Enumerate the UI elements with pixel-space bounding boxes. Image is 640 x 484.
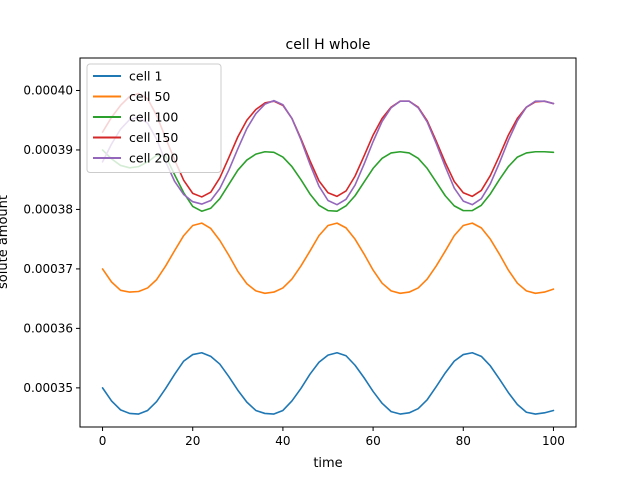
legend-label-cell-200: cell 200 — [129, 151, 178, 166]
legend-label-cell-50: cell 50 — [129, 89, 170, 104]
y-axis: 0.00035 0.00036 0.00037 0.00038 0.00039 0.000… — [23, 83, 80, 395]
series-line-cell-1 — [101, 351, 555, 415]
chart-title: cell H whole — [286, 37, 371, 53]
x-axis-label: time — [313, 456, 342, 471]
series-line-cell-200 — [101, 99, 555, 206]
legend-label-cell-1: cell 1 — [129, 69, 162, 84]
y-tick-label: 0.00035 — [23, 381, 73, 395]
x-tick-label: 40 — [275, 434, 290, 448]
y-tick-label: 0.00039 — [23, 143, 73, 157]
series-line-cell-100 — [101, 149, 555, 213]
legend: cell 1 cell 50 cell 100 cell 150 cell 200 — [86, 63, 222, 173]
y-tick-label: 0.00037 — [23, 262, 73, 276]
plot-frame — [79, 57, 577, 428]
legend-box — [86, 63, 222, 173]
y-tick-label: 0.00038 — [23, 202, 73, 216]
x-tick-label: 80 — [456, 434, 471, 448]
legend-label-cell-150: cell 150 — [129, 130, 178, 145]
x-tick-label: 20 — [185, 434, 200, 448]
x-tick-label: 0 — [99, 434, 107, 448]
x-tick-label: 60 — [365, 434, 380, 448]
y-tick-label: 0.00040 — [23, 83, 73, 97]
y-tick-label: 0.00036 — [23, 321, 73, 335]
legend-label-cell-100: cell 100 — [129, 110, 178, 125]
x-tick-label: 100 — [542, 434, 565, 448]
series-line-cell-50 — [101, 222, 555, 295]
x-axis: 0 20 40 60 80 100 — [99, 427, 565, 448]
y-axis-label: solute amount — [0, 195, 11, 289]
